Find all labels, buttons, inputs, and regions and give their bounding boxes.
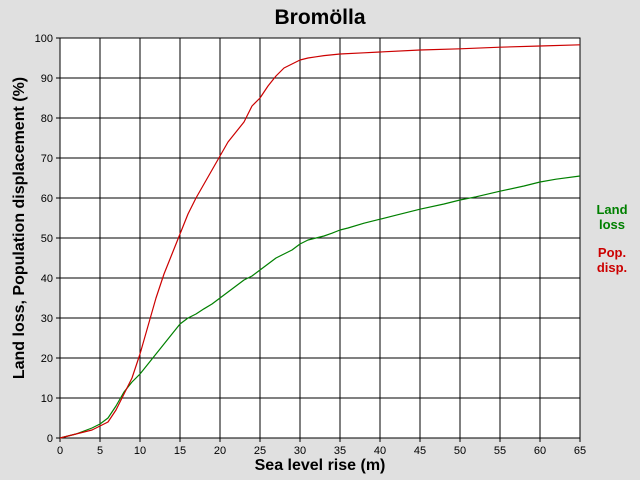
x-tick-label: 5 xyxy=(97,445,103,457)
grid xyxy=(56,37,581,442)
x-tick-label: 0 xyxy=(57,445,63,457)
legend-label-line: disp. xyxy=(596,260,628,275)
x-tick-label: 20 xyxy=(214,445,226,457)
legend-entry-land-loss: Land loss xyxy=(584,202,640,232)
y-tick-label: 60 xyxy=(41,193,53,205)
legend-label-line: Land xyxy=(596,202,628,217)
series-line-land-loss xyxy=(59,175,581,439)
y-tick-label: 40 xyxy=(41,273,53,285)
x-tick-label: 25 xyxy=(254,445,266,457)
series-line-pop-disp xyxy=(59,44,581,439)
x-tick-label: 60 xyxy=(534,445,546,457)
x-tick-label: 50 xyxy=(454,445,466,457)
x-tick-label: 55 xyxy=(494,445,506,457)
y-tick-label: 90 xyxy=(41,73,53,85)
y-tick-label: 0 xyxy=(47,433,53,445)
x-tick-label: 40 xyxy=(374,445,386,457)
y-tick-label: 80 xyxy=(41,113,53,125)
legend-label-line: loss xyxy=(598,217,625,232)
legend-label-line: Pop. xyxy=(597,245,627,260)
y-tick-label: 30 xyxy=(41,313,53,325)
legend-entry-pop-disp: Pop. disp. xyxy=(584,245,640,275)
y-tick-label: 50 xyxy=(41,233,53,245)
x-axis-label: Sea level rise (m) xyxy=(254,457,386,474)
x-tick-label: 30 xyxy=(294,445,306,457)
x-tick-label: 65 xyxy=(574,445,586,457)
tick-labels: 0 5 10 15 20 25 30 35 40 45 50 55 60 65 0 10 20 30 40 50 60 7… xyxy=(35,33,586,457)
y-axis-label: Land loss, Population displacement (%) xyxy=(11,76,28,380)
y-tick-label: 10 xyxy=(41,393,53,405)
series-lines xyxy=(59,44,581,439)
x-tick-label: 15 xyxy=(174,445,186,457)
y-tick-label: 70 xyxy=(41,153,53,165)
y-tick-label: 100 xyxy=(35,33,53,45)
y-tick-label: 20 xyxy=(41,353,53,365)
x-tick-label: 10 xyxy=(134,445,146,457)
x-tick-label: 45 xyxy=(414,445,426,457)
x-tick-label: 35 xyxy=(334,445,346,457)
chart-title: Bromölla xyxy=(274,6,366,29)
